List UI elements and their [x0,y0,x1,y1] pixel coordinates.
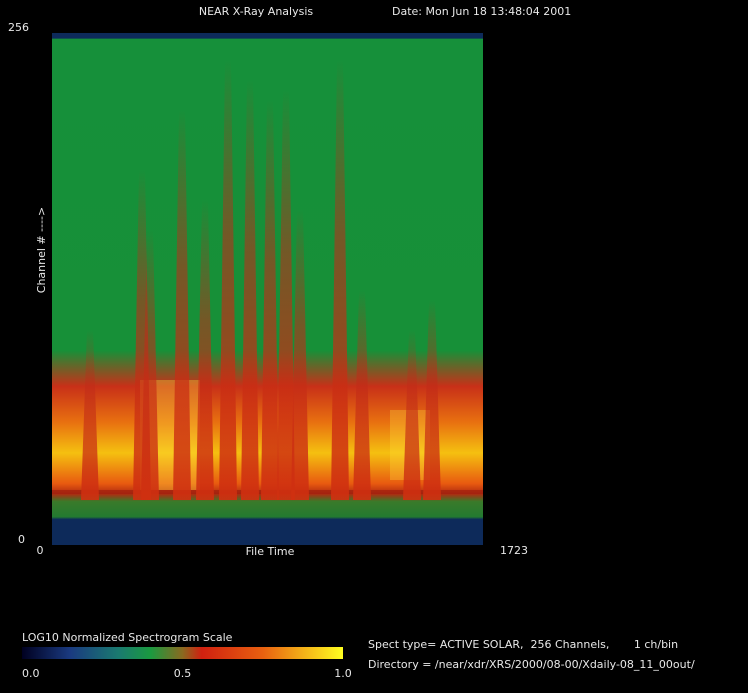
streak [141,230,159,500]
colorbar-label: LOG10 Normalized Spectrogram Scale [22,631,233,644]
streak [277,90,295,500]
streak [331,60,349,500]
x-tick-label: 0 [37,544,44,557]
colorbar [22,647,343,659]
streak [219,60,237,500]
colorbar-tick-label: 0.5 [174,667,192,680]
date: Date: Mon Jun 18 13:48:04 2001 [392,5,571,18]
y-tick-label: 256 [8,21,29,34]
streak [241,80,259,500]
info-line: Directory = /near/xdr/XRS/2000/08-00/Xda… [368,658,695,671]
streak [403,330,421,500]
streak [173,110,191,500]
info-line: Spect type= ACTIVE SOLAR, 256 Channels, … [368,638,678,651]
x-tick-label: 1723 [500,544,528,557]
streak [423,300,441,500]
streak [196,200,214,500]
y-axis-label: Channel # ----> [35,207,48,293]
colorbar-tick-label: 1.0 [334,667,352,680]
streak [291,210,309,500]
streak [261,100,279,500]
streaks [81,60,441,500]
chart-title: NEAR X-Ray Analysis [199,5,314,18]
x-axis-label: File Time [246,545,295,558]
y-tick-label: 0 [18,533,25,546]
streak [81,330,99,500]
colorbar-tick-label: 0.0 [22,667,40,680]
streak [353,290,371,500]
